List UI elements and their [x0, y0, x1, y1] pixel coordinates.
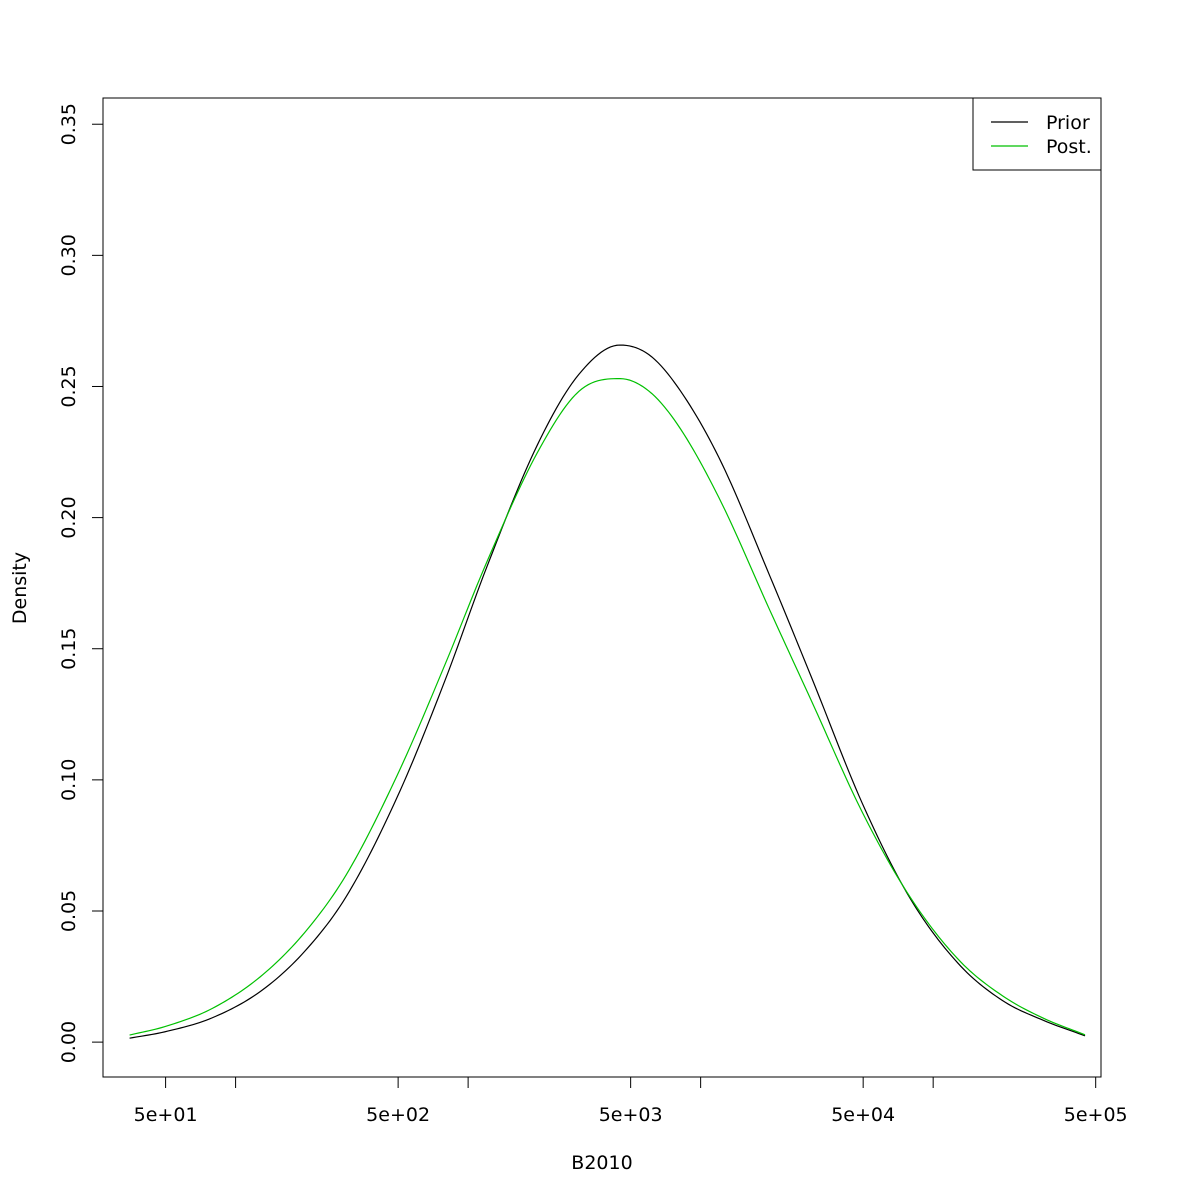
y-axis-title: Density [9, 552, 31, 624]
y-tick-label: 0.15 [58, 628, 80, 670]
legend-box [972, 97, 1102, 171]
y-tick-label: 0.20 [58, 496, 80, 538]
y-tick-label: 0.10 [58, 759, 80, 801]
legend: Prior Post. [972, 97, 1102, 171]
x-tick-label: 5e+04 [831, 1104, 895, 1126]
density-lines [129, 344, 1086, 1039]
x-tick-label: 5e+02 [366, 1104, 430, 1126]
series-line-post [129, 378, 1086, 1036]
legend-label-prior: Prior [1046, 112, 1090, 134]
legend-label-post: Post. [1046, 136, 1092, 158]
x-axis: 5e+01 5e+02 5e+03 5e+04 5e+05 [134, 1077, 1128, 1126]
x-tick-label: 5e+03 [599, 1104, 663, 1126]
x-tick-label: 5e+01 [134, 1104, 198, 1126]
x-tick-label: 5e+05 [1064, 1104, 1128, 1126]
x-axis-title: B2010 [571, 1152, 632, 1174]
y-tick-label: 0.00 [58, 1021, 80, 1063]
y-tick-label: 0.05 [58, 890, 80, 932]
y-tick-label: 0.30 [58, 234, 80, 276]
y-tick-label: 0.35 [58, 103, 80, 145]
series-line-prior [129, 344, 1086, 1039]
y-axis: 0.00 0.05 0.10 0.15 0.20 0.25 0.30 0.35 [58, 103, 103, 1063]
y-tick-label: 0.25 [58, 365, 80, 407]
plot-frame [102, 97, 1102, 1078]
